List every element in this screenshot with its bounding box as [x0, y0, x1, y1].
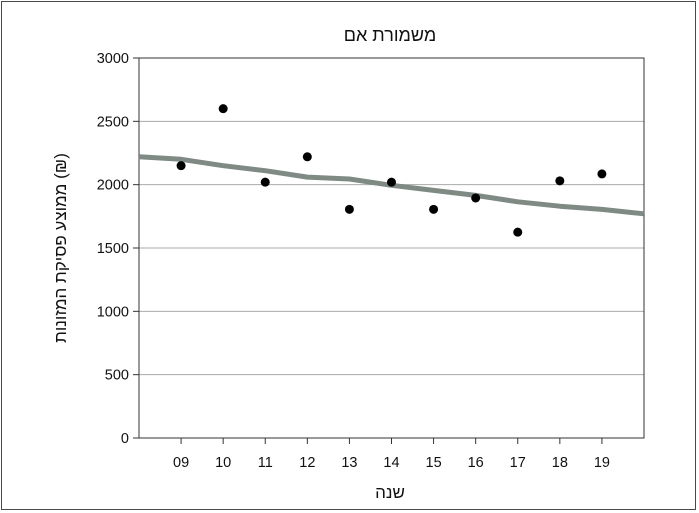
data-point [471, 193, 481, 203]
data-point [176, 161, 186, 171]
points-layer [176, 104, 607, 237]
y-tick-label: 500 [105, 368, 129, 384]
data-point [555, 176, 565, 186]
data-point [218, 104, 228, 114]
x-tick-label: 16 [468, 455, 484, 471]
data-point [260, 177, 270, 187]
y-tick-label: 2000 [97, 178, 129, 194]
x-tick-label: 14 [383, 455, 399, 471]
x-tick-label: 15 [426, 455, 442, 471]
x-tick-label: 12 [299, 455, 315, 471]
x-tick-label: 19 [594, 455, 610, 471]
grid-layer [139, 120, 644, 376]
data-point [597, 169, 607, 179]
x-tick-label: 13 [341, 455, 357, 471]
y-tick-label: 1000 [97, 304, 129, 320]
x-tick-label: 09 [173, 455, 189, 471]
x-tick-label: 11 [258, 455, 273, 471]
y-axis: 0 500 1000 1500 2000 2500 3000 [97, 51, 139, 447]
data-point [429, 204, 439, 214]
x-tick-label: 18 [552, 455, 568, 471]
x-axis-label: שנה [375, 483, 405, 502]
x-tick-label: 10 [215, 455, 231, 471]
y-axis-label: ממוצע פסיקת המזונות (₪) [51, 153, 70, 343]
y-tick-label: 2500 [97, 114, 129, 130]
y-tick-label: 1500 [97, 241, 129, 257]
x-axis: 09 10 11 12 13 14 15 16 17 18 19 [173, 438, 610, 471]
chart-title: משמורת אם [344, 25, 436, 45]
data-point [513, 227, 523, 237]
y-tick-label: 0 [121, 431, 129, 447]
data-point [344, 204, 354, 214]
x-tick-label: 17 [510, 455, 526, 471]
y-tick-label: 3000 [97, 51, 129, 67]
data-point [387, 177, 396, 187]
data-point [302, 152, 312, 162]
